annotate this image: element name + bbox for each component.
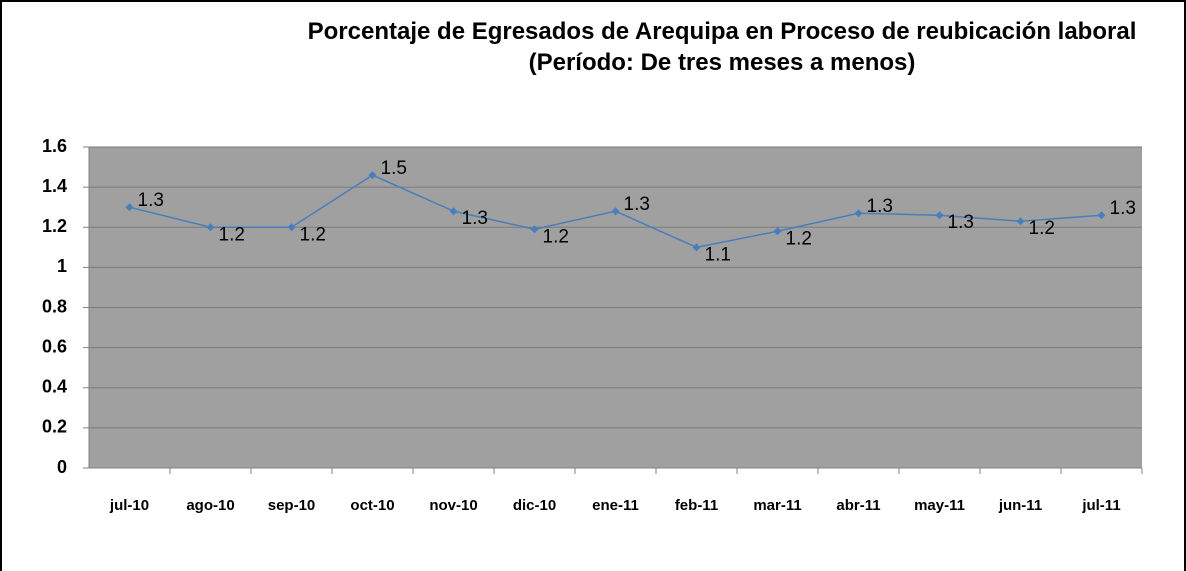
y-tick-label: 1.6 xyxy=(42,136,67,156)
y-tick-label: 0.8 xyxy=(42,296,67,316)
data-label: 1.2 xyxy=(300,224,326,245)
x-tick-label: ago-10 xyxy=(186,497,234,514)
data-label: 1.3 xyxy=(624,194,650,215)
x-tick-label: feb-11 xyxy=(675,497,718,514)
data-marker xyxy=(692,243,701,252)
x-tick-label: dic-10 xyxy=(513,497,556,514)
data-label: 1.5 xyxy=(381,158,407,179)
x-tick-label: mar-11 xyxy=(753,497,801,514)
x-tick-label: jul-10 xyxy=(109,497,149,514)
data-marker xyxy=(125,203,134,212)
data-label: 1.1 xyxy=(705,244,731,265)
x-tick-label: sep-10 xyxy=(268,497,316,514)
data-label: 1.2 xyxy=(1029,218,1055,239)
x-tick-label: ene-11 xyxy=(592,497,639,514)
data-label: 1.3 xyxy=(138,190,164,211)
data-marker xyxy=(449,207,458,216)
data-marker xyxy=(935,211,944,220)
data-marker xyxy=(206,223,215,232)
data-marker xyxy=(1097,211,1106,220)
data-marker xyxy=(368,171,377,180)
y-tick-label: 1.4 xyxy=(42,176,67,196)
data-marker xyxy=(773,227,782,236)
x-tick-label: may-11 xyxy=(914,497,965,514)
data-label: 1.2 xyxy=(219,224,245,245)
x-tick-label: oct-10 xyxy=(350,497,394,514)
chart-title: Porcentaje de Egresados de Arequipa en P… xyxy=(307,18,1137,45)
data-label: 1.3 xyxy=(948,212,974,233)
y-tick-label: 1 xyxy=(57,256,67,276)
y-tick-label: 0.2 xyxy=(42,417,67,437)
data-label: 1.2 xyxy=(786,228,812,249)
data-label: 1.3 xyxy=(867,196,893,217)
y-tick-label: 1.2 xyxy=(42,216,67,236)
data-marker xyxy=(854,209,863,218)
data-label: 1.3 xyxy=(462,208,488,229)
chart-subtitle: (Período: De tres meses a menos) xyxy=(528,49,916,76)
title-block: Porcentaje de Egresados de Arequipa en P… xyxy=(264,16,1180,78)
x-tick-label: abr-11 xyxy=(836,497,880,514)
y-tick-label: 0.6 xyxy=(42,336,67,356)
y-tick-label: 0.4 xyxy=(42,377,67,397)
x-tick-label: nov-10 xyxy=(429,497,477,514)
y-tick-label: 0 xyxy=(57,457,67,477)
x-tick-label: jul-11 xyxy=(1081,497,1120,514)
x-tick-label: jun-11 xyxy=(998,497,1042,514)
data-marker xyxy=(287,223,296,232)
data-label: 1.2 xyxy=(543,226,569,247)
data-marker xyxy=(530,225,539,234)
data-marker xyxy=(611,207,620,216)
data-marker xyxy=(1016,217,1025,226)
data-label: 1.3 xyxy=(1110,198,1136,219)
